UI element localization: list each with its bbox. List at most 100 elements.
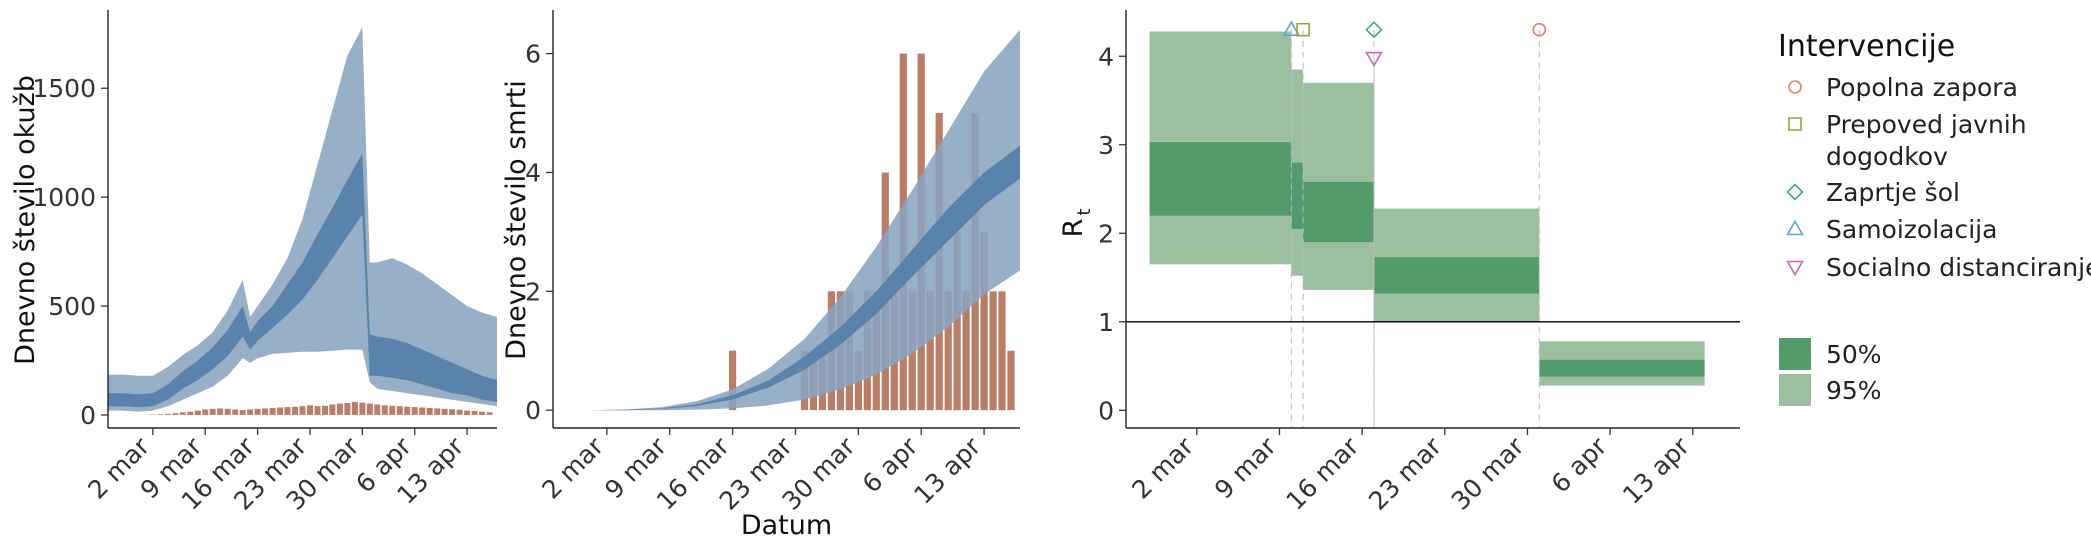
y-axis-title: R <box>1058 219 1089 238</box>
y-tick-label: 500 <box>48 292 96 321</box>
observed-bar <box>456 409 463 415</box>
observed-bar <box>351 401 358 415</box>
band-95-area <box>553 29 1020 411</box>
rt-band-50 <box>1291 162 1304 229</box>
observed-bar <box>944 291 952 411</box>
y-tick-label: 4 <box>1098 42 1114 71</box>
observed-bar <box>381 405 388 415</box>
x-tick-label: 16 mar <box>1280 431 1364 515</box>
observed-bar <box>314 406 321 415</box>
x-tick-label: 13 apr <box>908 431 986 509</box>
observed-bar <box>434 408 441 415</box>
intervention-marker-circle <box>1532 22 1547 37</box>
observed-bar <box>164 413 171 415</box>
x-axis-title: Datum <box>741 510 832 541</box>
x-tick-label: 9 mar <box>1209 431 1282 504</box>
band-95-area <box>108 27 497 412</box>
observed-bar <box>389 405 396 415</box>
y-tick-label: 2 <box>1098 219 1114 248</box>
observed-bar <box>486 412 493 415</box>
rt-band-50 <box>1539 359 1705 377</box>
y-tick-label: 1500 <box>32 74 96 103</box>
legend-marker-triangle-up <box>1786 219 1804 236</box>
intervention-marker-diamond <box>1365 21 1383 39</box>
band-50-area <box>108 153 497 408</box>
y-tick-label: 4 <box>525 158 541 187</box>
observed-bar <box>209 408 216 415</box>
observed-bar <box>284 407 291 415</box>
observed-bar <box>254 408 261 415</box>
observed-bar <box>441 408 448 415</box>
y-tick-label: 0 <box>1098 396 1114 425</box>
observed-bar <box>292 406 298 415</box>
x-tick-label: 6 apr <box>1546 431 1613 498</box>
observed-bar <box>1007 350 1015 411</box>
observed-bar <box>411 407 418 415</box>
observed-bar <box>989 291 997 411</box>
legend-swatch-95 <box>1779 374 1811 406</box>
observed-bar <box>926 291 934 411</box>
observed-bar <box>471 411 478 415</box>
y-tick-label: 6 <box>525 40 541 69</box>
intervention-marker-triangle-down <box>1365 51 1383 68</box>
observed-bar <box>374 404 381 415</box>
observed-bar <box>202 409 209 415</box>
legend-label-95: 95% <box>1826 376 1882 405</box>
observed-bar <box>224 408 231 415</box>
observed-bar <box>953 231 961 411</box>
legend-marker-circle <box>1788 80 1802 94</box>
observed-bar <box>479 411 485 415</box>
x-tick-label: 13 apr <box>1617 431 1695 509</box>
observed-bar <box>344 403 351 415</box>
observed-bar <box>449 409 456 415</box>
y-tick-label: 3 <box>1098 131 1114 160</box>
y-axis-title-subscript: t <box>1074 208 1095 215</box>
y-tick-label: 0 <box>80 401 96 430</box>
legend-item-label: Popolna zapora <box>1826 73 2018 102</box>
observed-bar <box>239 410 246 415</box>
observed-bar <box>157 414 164 415</box>
x-tick-label: 23 mar <box>1363 431 1447 515</box>
legend-swatch-50 <box>1779 338 1811 370</box>
observed-bar <box>299 406 306 415</box>
legend: Intervencije Popolna zapora Prepoved javn… <box>1778 29 2091 406</box>
observed-bar <box>247 409 254 415</box>
observed-bar <box>322 405 328 415</box>
legend-marker-diamond <box>1786 183 1804 201</box>
observed-bar <box>179 412 186 415</box>
observed-bar <box>262 408 269 415</box>
intervention-marker-square <box>1296 22 1310 37</box>
legend-title: Intervencije <box>1778 29 1955 64</box>
y-tick-label: 0 <box>525 396 541 425</box>
observed-bar <box>396 406 403 415</box>
observed-bar <box>217 408 224 415</box>
y-tick-label: 2 <box>525 277 541 306</box>
observed-bar <box>419 407 426 415</box>
observed-bar <box>980 231 988 411</box>
observed-bar <box>277 407 284 415</box>
observed-bar <box>998 291 1006 411</box>
observed-bar <box>187 411 194 415</box>
legend-item-label: Socialno distanciranje <box>1826 253 2091 282</box>
observed-bar <box>426 408 433 415</box>
observed-bar <box>194 410 201 415</box>
legend-item-label: Zaprtje šol <box>1826 178 1960 207</box>
observed-bar <box>269 408 276 415</box>
legend-item-label: Prepoved javnih dogodkov <box>1826 110 2027 171</box>
x-tick-label: 30 mar <box>1446 431 1530 515</box>
observed-bar <box>729 350 737 411</box>
x-tick-label: 2 mar <box>536 431 609 504</box>
x-tick-label: 2 mar <box>1126 431 1199 504</box>
y-tick-label: 1000 <box>32 183 96 212</box>
observed-bar <box>232 409 239 415</box>
observed-bar <box>962 291 970 411</box>
y-axis-title: Dnevno število okužb <box>10 75 41 365</box>
observed-bar <box>329 404 336 415</box>
rt-band-50 <box>1303 181 1374 243</box>
y-tick-label: 1 <box>1098 308 1114 337</box>
y-axis-title: Dnevno število smrti <box>501 80 532 360</box>
rt-band-50 <box>1149 142 1292 216</box>
